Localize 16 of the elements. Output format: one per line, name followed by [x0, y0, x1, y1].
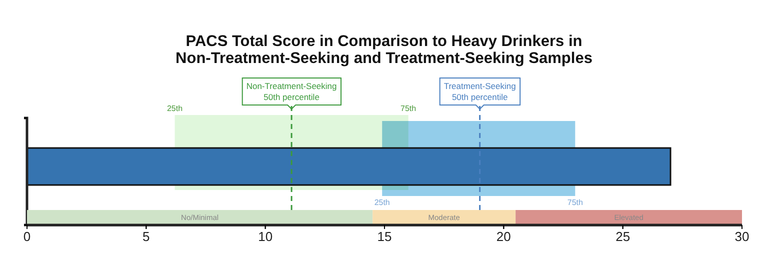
annotation: 75th: [567, 198, 583, 207]
annotation: 75th: [400, 104, 416, 113]
x-tick-label: 15: [377, 229, 392, 244]
annotation: 25th: [166, 104, 183, 113]
chart-title: PACS Total Score in Comparison to Heavy Drinkers in Non-Treatment-Seeking and Treatment-Seeking Samples: [176, 33, 592, 67]
annotation: 25th: [374, 198, 390, 207]
x-tick-label: 5: [142, 229, 150, 244]
x-tick-label: 0: [23, 229, 31, 244]
ref-line-label: Non-Treatment-Seeking 50th percentile: [246, 81, 338, 102]
x-tick-label: 10: [258, 229, 273, 244]
bar: [27, 210, 373, 225]
bar: [516, 210, 742, 225]
ref-line-label: Treatment-Seeking 50th percentile: [444, 81, 516, 102]
x-tick-label: 25: [616, 229, 630, 244]
x-tick-label: 20: [496, 229, 511, 244]
x-tick-label: 30: [734, 229, 750, 244]
